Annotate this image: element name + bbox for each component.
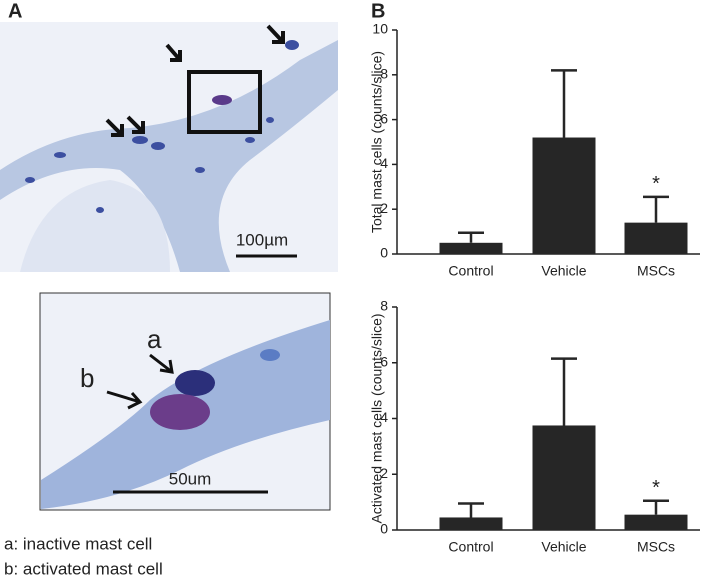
y-tick-label: 0 (380, 521, 388, 537)
micrograph (0, 22, 338, 272)
y-axis-label: Total mast cells (counts/slice) (369, 51, 385, 233)
y-tick-label: 0 (380, 245, 388, 261)
inset-arrows (106, 353, 174, 410)
y-tick-label: 6 (380, 110, 388, 126)
scale-bar-label: 100µm (236, 230, 288, 249)
error-bar (643, 499, 669, 515)
bar (624, 222, 688, 254)
error-bar (643, 195, 669, 223)
y-tick-label: 8 (380, 66, 388, 82)
x-tick-label: MSCs (637, 539, 675, 555)
bar (532, 425, 596, 530)
bar (624, 514, 688, 530)
y-tick-label: 2 (380, 465, 388, 481)
inset-label: a (147, 324, 162, 354)
bar (439, 517, 503, 530)
bar (439, 242, 503, 254)
error-bar (551, 69, 577, 138)
y-tick-label: 6 (380, 353, 388, 369)
scale-bar-label: 50um (169, 469, 212, 488)
x-tick-label: Control (448, 539, 493, 555)
x-tick-label: Vehicle (541, 263, 586, 279)
error-bar (458, 231, 484, 243)
inset-label: b (80, 363, 94, 393)
y-tick-label: 10 (372, 21, 388, 37)
x-tick-label: Vehicle (541, 539, 586, 555)
significance-mark: * (652, 477, 660, 499)
y-tick-label: 2 (380, 200, 388, 216)
significance-mark: * (652, 173, 660, 195)
y-axis-label: Activated mast cells (counts/slice) (369, 313, 385, 523)
panel-label: B (371, 0, 385, 22)
x-tick-label: Control (448, 263, 493, 279)
note: a: inactive mast cell (4, 534, 152, 553)
x-tick-label: MSCs (637, 263, 675, 279)
y-tick-label: 4 (380, 155, 388, 171)
bar (532, 137, 596, 254)
note: b: activated mast cell (4, 559, 163, 578)
error-bar (458, 502, 484, 518)
y-tick-label: 8 (380, 298, 388, 314)
y-tick-label: 4 (380, 409, 388, 425)
error-bar (551, 357, 577, 426)
panel-label: A (8, 0, 22, 22)
inset-image (39, 292, 331, 511)
